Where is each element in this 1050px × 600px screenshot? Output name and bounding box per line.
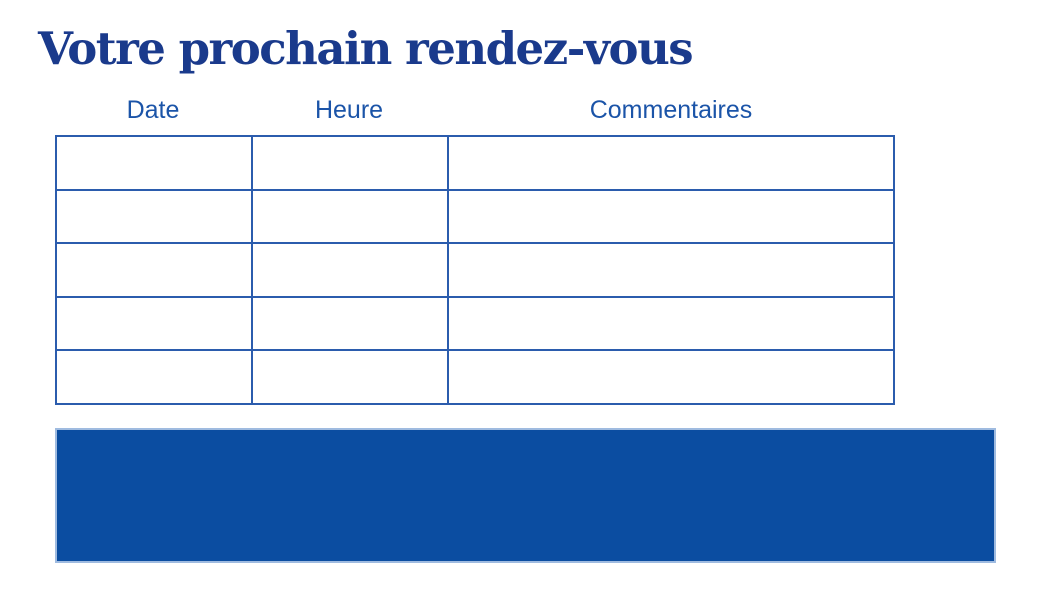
table-cell <box>57 351 251 403</box>
table-cell <box>57 244 251 296</box>
table-cell <box>447 137 893 189</box>
table-cell <box>57 191 251 243</box>
column-header-commentaires: Commentaires <box>589 96 753 124</box>
table-row <box>57 349 893 403</box>
table-cell <box>251 190 447 243</box>
column-header-heure: Heure <box>314 96 384 124</box>
table-row <box>57 242 893 296</box>
table-cell <box>251 244 447 296</box>
table-cell <box>251 297 447 350</box>
table-cell <box>447 190 893 243</box>
table-cell <box>57 137 251 189</box>
table-row <box>57 295 893 350</box>
table-cell <box>57 298 251 350</box>
column-header-date: Date <box>126 96 180 124</box>
table-cell <box>447 244 893 296</box>
table-cell <box>447 297 893 350</box>
page-title: Votre prochain rendez-vous <box>38 22 694 75</box>
table-cell <box>251 137 447 189</box>
table-cell <box>447 351 893 403</box>
table-row <box>57 137 893 189</box>
table-row <box>57 188 893 243</box>
table-cell <box>251 351 447 403</box>
appointments-table <box>55 135 895 405</box>
footer-highlight-rect <box>55 428 996 563</box>
table-column-headers: Date Heure Commentaires <box>55 94 895 126</box>
